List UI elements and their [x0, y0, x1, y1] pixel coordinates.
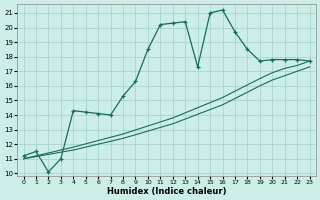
X-axis label: Humidex (Indice chaleur): Humidex (Indice chaleur)	[107, 187, 226, 196]
